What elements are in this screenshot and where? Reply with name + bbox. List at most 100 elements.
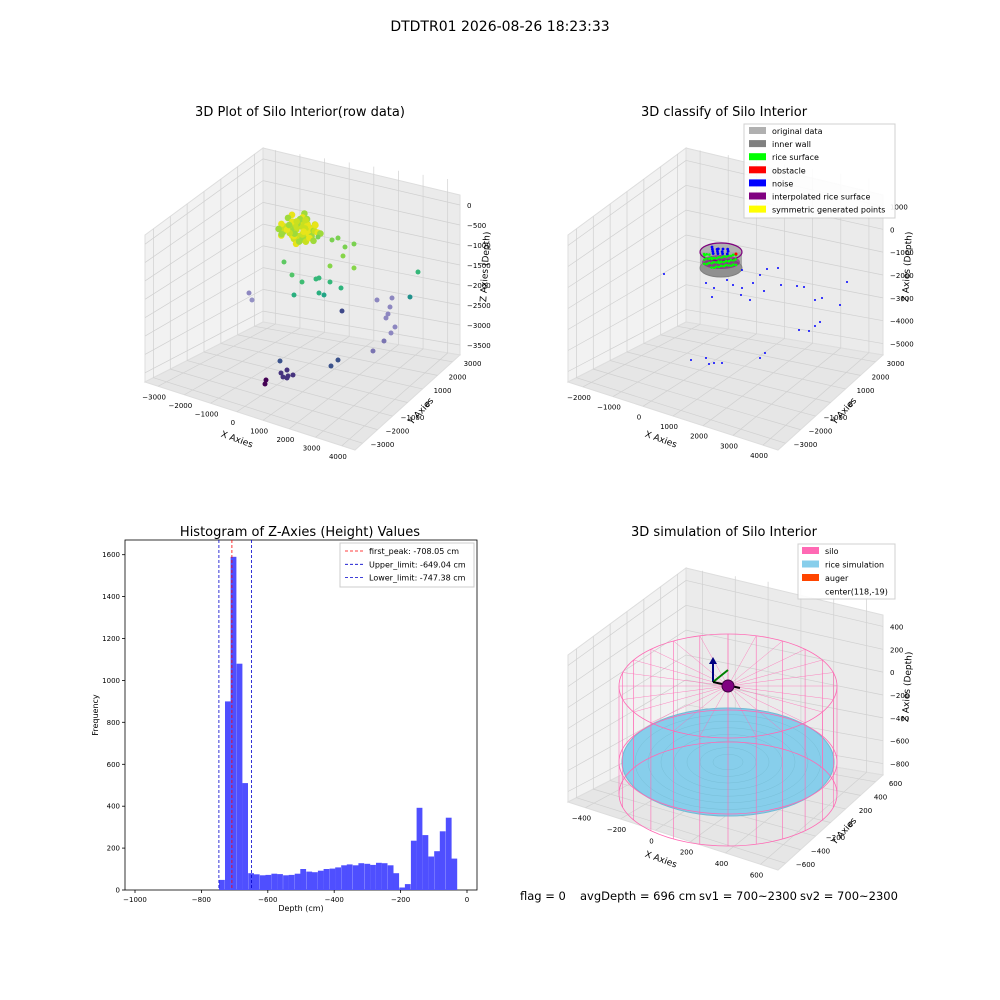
sv2-text: sv2 = 700~2300 bbox=[800, 889, 898, 903]
noise-point bbox=[798, 329, 800, 331]
z-gridline bbox=[685, 284, 884, 322]
y-tick-label: 1400 bbox=[102, 593, 120, 601]
noise-point-cluster bbox=[721, 247, 725, 251]
y-tick-label: 2000 bbox=[872, 373, 890, 381]
simulation-z-axis-label: Z Axies (Depth) bbox=[901, 651, 915, 722]
classify-z-axis-label: Z Axies (Depth) bbox=[901, 231, 915, 302]
legend-label: symmetric generated points bbox=[772, 206, 885, 215]
raw-point bbox=[310, 237, 317, 245]
z-gridline bbox=[262, 158, 461, 206]
z-gridline-left bbox=[144, 202, 264, 282]
z-gridline-left bbox=[144, 310, 264, 374]
noise-point bbox=[777, 267, 779, 269]
auger-marker bbox=[721, 679, 735, 693]
raw-point bbox=[339, 308, 345, 314]
x-tick-label: 1000 bbox=[660, 423, 678, 431]
raw-point bbox=[351, 241, 357, 247]
x-tick-label: 400 bbox=[715, 860, 728, 868]
x-tick-label: −800 bbox=[192, 896, 211, 904]
rice-surface-point bbox=[712, 266, 716, 270]
noise-point bbox=[732, 284, 734, 286]
histogram-bar bbox=[300, 869, 307, 890]
noise-point bbox=[764, 352, 766, 354]
z-gridline bbox=[262, 267, 461, 306]
raw-point bbox=[284, 375, 290, 381]
rice-surface-point bbox=[707, 261, 711, 265]
z-gridline-left bbox=[567, 604, 687, 687]
silo-simulation bbox=[618, 633, 838, 847]
silo-roof-spoke bbox=[622, 672, 729, 687]
y-tick-label: 1000 bbox=[102, 677, 120, 685]
noise-point bbox=[690, 359, 692, 361]
simulation-legend: silo rice simulation auger center(118,-19) bbox=[797, 543, 896, 600]
silo-roof-spoke bbox=[727, 685, 823, 713]
y-tick-label: 3000 bbox=[464, 360, 482, 368]
rice-surface-point bbox=[732, 259, 735, 262]
raw-point bbox=[328, 363, 334, 369]
raw-point bbox=[275, 225, 283, 233]
z-gridline bbox=[262, 202, 461, 246]
histogram-bar bbox=[265, 874, 272, 890]
legend-label: obstacle bbox=[772, 166, 806, 175]
figure-suptitle: DTDTR01 2026-08-26 18:23:33 bbox=[390, 19, 609, 35]
raw-point bbox=[291, 292, 297, 298]
y-tick-label: 2000 bbox=[449, 373, 467, 381]
y-gridline bbox=[576, 797, 786, 864]
noise-point bbox=[780, 284, 782, 286]
y-tick-label: 200 bbox=[859, 807, 872, 815]
histogram-bar bbox=[451, 858, 458, 890]
histogram-bar bbox=[317, 870, 324, 890]
histogram-y-axis-label: Frequency bbox=[91, 694, 100, 736]
histogram-bar bbox=[312, 872, 318, 890]
y-gridline bbox=[220, 343, 423, 390]
x-tick-label: 0 bbox=[231, 419, 235, 427]
legend-swatch bbox=[749, 179, 766, 187]
raw-point bbox=[383, 315, 389, 321]
y-tick-label: 3000 bbox=[887, 360, 905, 368]
raw-x-ticks: −3000−2000−1000 0 1000 2000 3000 4000 bbox=[142, 393, 347, 461]
histogram-bar bbox=[294, 873, 301, 890]
legend-label: Upper_limit: -649.04 cm bbox=[369, 560, 466, 569]
z-gridline bbox=[262, 310, 461, 346]
y-tick-label: −600 bbox=[796, 861, 815, 869]
rice-surface-point bbox=[703, 258, 706, 261]
noise-point bbox=[752, 282, 754, 284]
y-gridline bbox=[170, 368, 378, 430]
raw-x-axis-label: X Axies bbox=[219, 430, 254, 451]
z-gridline-left bbox=[567, 209, 687, 288]
y-tick-label: 400 bbox=[107, 803, 120, 811]
z-gridline-left bbox=[144, 289, 264, 355]
silo-roof-spoke bbox=[727, 685, 757, 737]
rice-surface-point bbox=[727, 264, 730, 267]
z-tick-label: 1000 bbox=[890, 203, 908, 211]
z-tick-label: −2500 bbox=[467, 302, 491, 310]
histogram-legend: first_peak: -708.05 cm Upper_limit: -649.… bbox=[339, 542, 475, 588]
raw-z-ticks: 0 −500 −1000 −1500 −2000 −2500 −3000 −3500 bbox=[467, 202, 491, 350]
noise-point bbox=[796, 285, 798, 287]
noise-point bbox=[705, 282, 707, 284]
x-tick-label: 3000 bbox=[303, 444, 321, 452]
rice-surface-point bbox=[703, 254, 706, 257]
raw-point bbox=[335, 357, 341, 363]
raw-point bbox=[312, 221, 319, 229]
raw-point bbox=[249, 297, 255, 303]
noise-point bbox=[814, 325, 816, 327]
legend-swatch bbox=[749, 140, 766, 148]
raw-point bbox=[407, 294, 413, 300]
legend-swatch bbox=[749, 153, 766, 161]
histogram-bar bbox=[404, 884, 411, 890]
raw-point bbox=[300, 228, 308, 235]
silo-roof-spoke bbox=[673, 685, 729, 732]
legend-label: original data bbox=[772, 127, 823, 136]
noise-point bbox=[705, 357, 707, 359]
classify-x-axis-label: X Axies bbox=[643, 430, 678, 451]
raw-point bbox=[381, 338, 387, 344]
rice-surface-point bbox=[710, 262, 713, 265]
x-tick-label: −1000 bbox=[195, 410, 219, 418]
y-gridline bbox=[660, 334, 861, 376]
z-gridline-left bbox=[567, 160, 687, 246]
histogram-bar bbox=[358, 863, 365, 890]
